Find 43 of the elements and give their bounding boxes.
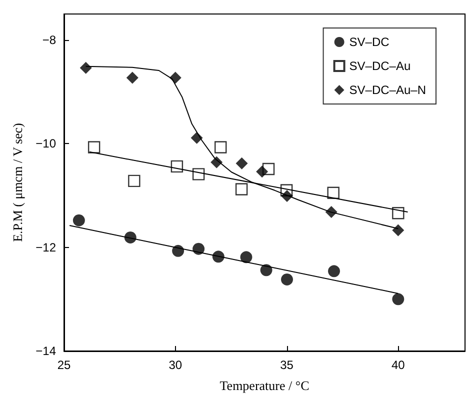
point (190, 132, 203, 144)
legend-label: SV–DC–Au–N (349, 83, 426, 97)
x-axis-title: Temperature / °C (220, 378, 310, 393)
x-tick-label: 30 (168, 358, 182, 372)
point (392, 293, 404, 306)
point (260, 264, 272, 276)
point (240, 251, 252, 264)
legend-label: SV–DC–Au (349, 59, 411, 73)
point (172, 244, 184, 257)
y-tick-label: −12 (36, 240, 56, 254)
y-axis-title: E.P.M ( μmcm / V sec) (10, 123, 25, 242)
point (327, 186, 340, 199)
point (192, 168, 205, 180)
x-tick-label: 35 (280, 358, 294, 372)
point (80, 62, 92, 74)
point (72, 214, 85, 226)
point (281, 273, 293, 286)
point (126, 72, 138, 84)
point (169, 72, 182, 84)
x-tick-label: 25 (57, 358, 71, 372)
point (236, 157, 248, 170)
y-tick-label: −8 (42, 32, 56, 47)
legend-label: SV–DC (349, 35, 390, 49)
point (262, 162, 275, 176)
point (281, 190, 293, 202)
point (256, 166, 268, 178)
y-tick-label: −14 (36, 344, 56, 358)
point (392, 206, 404, 220)
point (192, 242, 205, 255)
point (392, 224, 404, 236)
point (328, 265, 340, 278)
y-tick-label: −10 (36, 136, 56, 151)
x-tick-label: 40 (391, 358, 406, 372)
point (88, 141, 100, 154)
point (124, 231, 136, 244)
point (212, 250, 224, 263)
point (170, 160, 184, 173)
point (325, 206, 338, 218)
point (235, 183, 248, 196)
point (128, 174, 140, 188)
point (280, 184, 293, 196)
point (210, 156, 223, 168)
point (214, 141, 227, 154)
